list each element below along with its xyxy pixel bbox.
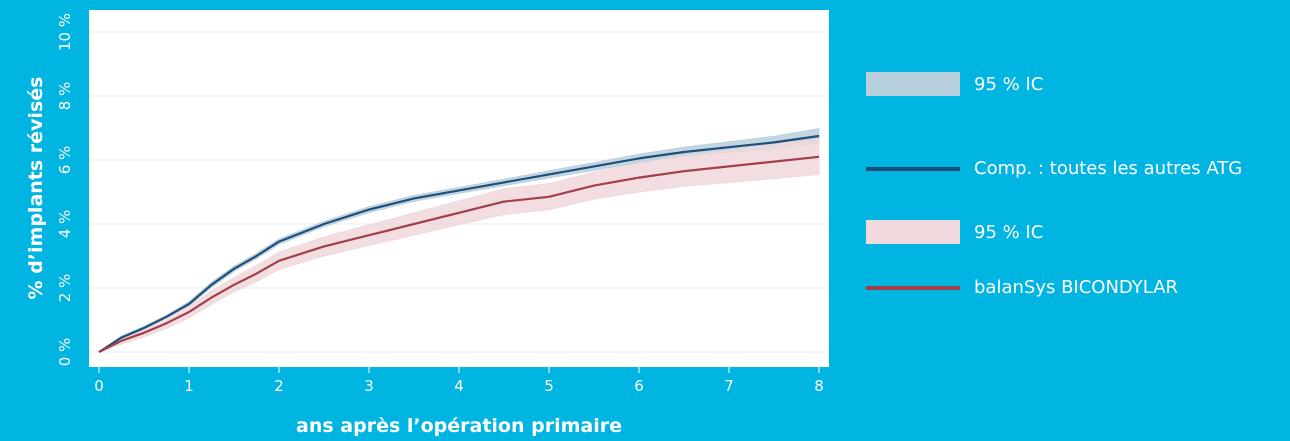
- x-axis-ticks: 0 1 2 3 4 5 6 7 8: [94, 367, 824, 395]
- x-tick-label: 8: [814, 377, 824, 395]
- x-tick-label: 6: [634, 377, 644, 395]
- series-lines: [98, 134, 820, 353]
- x-tick-label: 7: [724, 377, 734, 395]
- legend-item-comp-ci: 95 % IC: [866, 72, 1043, 96]
- legend-item-balansys-ci: 95 % IC: [866, 220, 1043, 244]
- x-tick-label: 4: [454, 377, 464, 395]
- legend-item-balansys-line: balanSys BICONDYLAR: [866, 277, 1178, 298]
- legend-swatch-comp-line: [866, 166, 960, 171]
- legend-label-balansys-line: balanSys BICONDYLAR: [974, 277, 1179, 298]
- legend-swatch-balansys-ci: [866, 220, 960, 244]
- legend-swatch-comp-ci: [866, 72, 960, 96]
- x-tick-label: 1: [184, 377, 194, 395]
- x-tick-label: 5: [544, 377, 554, 395]
- legend-label-balansys-ci: 95 % IC: [974, 221, 1044, 243]
- y-tick-label: 10 %: [56, 13, 74, 51]
- x-tick-label: 3: [364, 377, 374, 395]
- y-tick-label: 4 %: [56, 210, 74, 239]
- x-axis-title: ans après l’opération primaire: [296, 415, 622, 437]
- legend-swatch-balansys-line: [866, 285, 960, 290]
- x-tick-label: 0: [94, 377, 104, 395]
- legend-item-comp-line: Comp. : toutes les autres ATG: [866, 158, 1242, 179]
- y-tick-label: 0 %: [56, 338, 74, 367]
- y-axis-ticks: 0 % 2 % 4 % 6 % 8 % 10 %: [56, 13, 74, 366]
- legend-label-comp-line: Comp. : toutes les autres ATG: [974, 158, 1243, 179]
- legend-label-comp-ci: 95 % IC: [974, 73, 1044, 95]
- balansys-series-line: [98, 155, 820, 353]
- y-tick-label: 8 %: [56, 82, 74, 111]
- y-axis-title: % d’implants révisés: [25, 77, 47, 300]
- balansys-ci-band: [98, 138, 820, 353]
- y-tick-label: 2 %: [56, 274, 74, 303]
- y-tick-label: 6 %: [56, 146, 74, 175]
- x-tick-label: 2: [274, 377, 284, 395]
- comp-series-line: [98, 134, 820, 353]
- legend: 95 % IC Comp. : toutes les autres ATG 95…: [866, 0, 1286, 441]
